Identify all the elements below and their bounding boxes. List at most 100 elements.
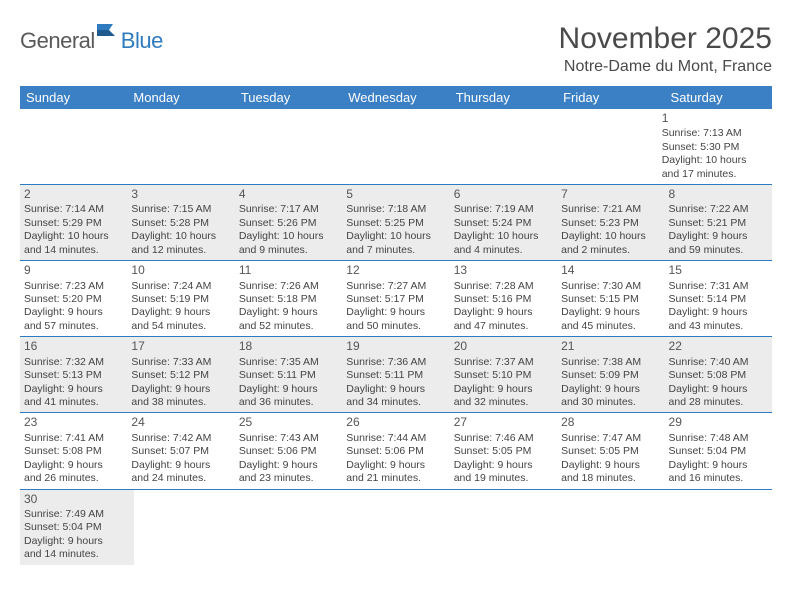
day-cell-8: 8Sunrise: 7:22 AMSunset: 5:21 PMDaylight…: [665, 185, 772, 260]
sunrise-text: Sunrise: 7:31 AM: [669, 280, 768, 293]
sunrise-text: Sunrise: 7:36 AM: [346, 356, 445, 369]
week-row: 1Sunrise: 7:13 AMSunset: 5:30 PMDaylight…: [20, 109, 772, 185]
sunset-text: Sunset: 5:12 PM: [131, 369, 230, 382]
week-row: 30Sunrise: 7:49 AMSunset: 5:04 PMDayligh…: [20, 490, 772, 565]
daylight-text-1: Daylight: 10 hours: [346, 230, 445, 243]
day-header-tuesday: Tuesday: [235, 86, 342, 109]
weeks-container: 1Sunrise: 7:13 AMSunset: 5:30 PMDaylight…: [20, 109, 772, 565]
day-number: 3: [131, 187, 230, 202]
sunrise-text: Sunrise: 7:26 AM: [239, 280, 338, 293]
day-header-monday: Monday: [127, 86, 234, 109]
day-cell-17: 17Sunrise: 7:33 AMSunset: 5:12 PMDayligh…: [127, 337, 234, 412]
empty-cell: [347, 490, 453, 565]
sunset-text: Sunset: 5:30 PM: [662, 141, 768, 154]
daylight-text-1: Daylight: 9 hours: [239, 383, 338, 396]
sunrise-text: Sunrise: 7:32 AM: [24, 356, 123, 369]
daylight-text-2: and 34 minutes.: [346, 396, 445, 409]
day-cell-29: 29Sunrise: 7:48 AMSunset: 5:04 PMDayligh…: [665, 413, 772, 488]
daylight-text-1: Daylight: 9 hours: [454, 306, 553, 319]
daylight-text-2: and 7 minutes.: [346, 244, 445, 257]
daylight-text-1: Daylight: 9 hours: [24, 383, 123, 396]
daylight-text-1: Daylight: 10 hours: [561, 230, 660, 243]
day-cell-6: 6Sunrise: 7:19 AMSunset: 5:24 PMDaylight…: [450, 185, 557, 260]
sunrise-text: Sunrise: 7:27 AM: [346, 280, 445, 293]
daylight-text-1: Daylight: 9 hours: [239, 459, 338, 472]
daylight-text-2: and 50 minutes.: [346, 320, 445, 333]
sunrise-text: Sunrise: 7:15 AM: [131, 203, 230, 216]
sunrise-text: Sunrise: 7:47 AM: [561, 432, 660, 445]
day-cell-12: 12Sunrise: 7:27 AMSunset: 5:17 PMDayligh…: [342, 261, 449, 336]
month-title: November 2025: [559, 22, 772, 56]
sunset-text: Sunset: 5:28 PM: [131, 217, 230, 230]
daylight-text-2: and 38 minutes.: [131, 396, 230, 409]
day-number: 26: [346, 415, 445, 430]
day-number: 16: [24, 339, 123, 354]
daylight-text-1: Daylight: 10 hours: [131, 230, 230, 243]
empty-cell: [551, 109, 657, 184]
daylight-text-2: and 9 minutes.: [239, 244, 338, 257]
daylight-text-1: Daylight: 9 hours: [24, 306, 123, 319]
empty-cell: [241, 490, 347, 565]
sunrise-text: Sunrise: 7:44 AM: [346, 432, 445, 445]
sunset-text: Sunset: 5:06 PM: [239, 445, 338, 458]
calendar-grid: SundayMondayTuesdayWednesdayThursdayFrid…: [20, 86, 772, 565]
sunrise-text: Sunrise: 7:23 AM: [24, 280, 123, 293]
sunset-text: Sunset: 5:09 PM: [561, 369, 660, 382]
day-number: 12: [346, 263, 445, 278]
day-number: 30: [24, 492, 130, 507]
day-cell-1: 1Sunrise: 7:13 AMSunset: 5:30 PMDaylight…: [658, 109, 772, 184]
empty-cell: [666, 490, 772, 565]
sunset-text: Sunset: 5:25 PM: [346, 217, 445, 230]
daylight-text-1: Daylight: 9 hours: [239, 306, 338, 319]
day-number: 22: [669, 339, 768, 354]
week-row: 2Sunrise: 7:14 AMSunset: 5:29 PMDaylight…: [20, 185, 772, 261]
daylight-text-2: and 52 minutes.: [239, 320, 338, 333]
day-number: 6: [454, 187, 553, 202]
day-header-wednesday: Wednesday: [342, 86, 449, 109]
daylight-text-1: Daylight: 10 hours: [454, 230, 553, 243]
sunrise-text: Sunrise: 7:42 AM: [131, 432, 230, 445]
day-number: 21: [561, 339, 660, 354]
daylight-text-2: and 30 minutes.: [561, 396, 660, 409]
sunrise-text: Sunrise: 7:35 AM: [239, 356, 338, 369]
daylight-text-2: and 4 minutes.: [454, 244, 553, 257]
day-cell-9: 9Sunrise: 7:23 AMSunset: 5:20 PMDaylight…: [20, 261, 127, 336]
day-number: 23: [24, 415, 123, 430]
sunrise-text: Sunrise: 7:17 AM: [239, 203, 338, 216]
day-cell-3: 3Sunrise: 7:15 AMSunset: 5:28 PMDaylight…: [127, 185, 234, 260]
sunset-text: Sunset: 5:14 PM: [669, 293, 768, 306]
daylight-text-2: and 12 minutes.: [131, 244, 230, 257]
day-cell-30: 30Sunrise: 7:49 AMSunset: 5:04 PMDayligh…: [20, 490, 134, 565]
daylight-text-2: and 41 minutes.: [24, 396, 123, 409]
day-cell-4: 4Sunrise: 7:17 AMSunset: 5:26 PMDaylight…: [235, 185, 342, 260]
daylight-text-2: and 36 minutes.: [239, 396, 338, 409]
day-number: 28: [561, 415, 660, 430]
empty-cell: [233, 109, 339, 184]
daylight-text-1: Daylight: 10 hours: [662, 154, 768, 167]
daylight-text-1: Daylight: 9 hours: [24, 535, 130, 548]
day-number: 9: [24, 263, 123, 278]
sunrise-text: Sunrise: 7:22 AM: [669, 203, 768, 216]
daylight-text-2: and 17 minutes.: [662, 168, 768, 181]
daylight-text-2: and 19 minutes.: [454, 472, 553, 485]
day-cell-19: 19Sunrise: 7:36 AMSunset: 5:11 PMDayligh…: [342, 337, 449, 412]
day-cell-11: 11Sunrise: 7:26 AMSunset: 5:18 PMDayligh…: [235, 261, 342, 336]
day-cell-23: 23Sunrise: 7:41 AMSunset: 5:08 PMDayligh…: [20, 413, 127, 488]
daylight-text-2: and 32 minutes.: [454, 396, 553, 409]
daylight-text-2: and 43 minutes.: [669, 320, 768, 333]
week-row: 16Sunrise: 7:32 AMSunset: 5:13 PMDayligh…: [20, 337, 772, 413]
daylight-text-1: Daylight: 9 hours: [346, 459, 445, 472]
sunset-text: Sunset: 5:16 PM: [454, 293, 553, 306]
sunset-text: Sunset: 5:11 PM: [346, 369, 445, 382]
day-header-friday: Friday: [557, 86, 664, 109]
title-block: November 2025 Notre-Dame du Mont, France: [559, 22, 772, 76]
sunset-text: Sunset: 5:17 PM: [346, 293, 445, 306]
day-number: 13: [454, 263, 553, 278]
empty-cell: [453, 490, 559, 565]
day-header-saturday: Saturday: [665, 86, 772, 109]
flag-icon: [97, 21, 121, 44]
daylight-text-2: and 28 minutes.: [669, 396, 768, 409]
daylight-text-1: Daylight: 9 hours: [669, 459, 768, 472]
daylight-text-2: and 14 minutes.: [24, 548, 130, 561]
day-header-thursday: Thursday: [450, 86, 557, 109]
